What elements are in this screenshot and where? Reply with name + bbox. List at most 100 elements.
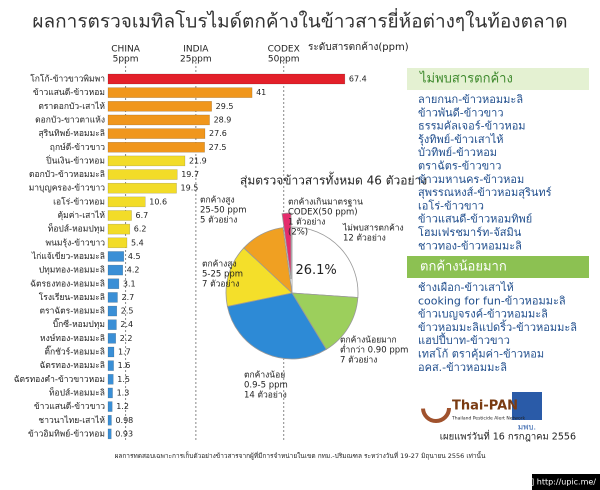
list-item: ข้าวมหานคร-ข้าวหอม [418,173,524,186]
bar [107,319,117,330]
category-label: ตราฉัตร-หอมมะลิ [40,307,106,317]
value-label: 19.7 [181,170,199,179]
category-label: ฉัตรธงทอง-หอมมะลิ [30,279,105,289]
bar [107,346,115,358]
category-label: ท็อปส์-หอมปทุม [48,223,105,235]
bar [107,292,118,303]
value-label: 27.5 [209,143,227,152]
slice-label: 5-25 ppm [202,270,243,280]
category-label: บิ๊กซี-หอมปทุม [53,317,105,330]
bar [107,142,205,153]
value-label: 4.2 [127,266,140,275]
bar [107,155,186,167]
value-label: 6.2 [134,225,147,234]
list-item: ชาวทอง-ข้าวหอมมะลิ [418,239,522,252]
logo-mark [512,392,542,420]
slice-label: ต่ำกว่า 0.90 ppm [340,344,408,356]
list-item: ข้าวแสนดี-ข้าวหอมทิพย์ [418,213,532,226]
value-label: 1.3 [117,388,130,397]
list-item: โฮมเฟรชมาร์ท-จัสมิน [418,225,522,239]
category-label: ท็อปส์-หอมมะลิ [49,386,105,398]
bar [107,223,131,235]
bar [107,251,125,262]
bar [107,387,113,399]
list-item: ข้าวเบญจรงค์-ข้าวหอมมะลิ [418,308,548,321]
value-label: 1.2 [116,402,129,411]
category-label: หงษ์ทอง-หอมมะลิ [40,333,105,344]
bar [107,169,178,180]
slice-label: ตกค้างสูง [202,259,237,270]
value-label: 3.1 [123,279,136,288]
category-label: ฤกษ์ดี-ข้าวขาว [50,142,105,153]
watermark: [960x754] http://upic.me/ [493,478,597,487]
watermark-bg [532,474,600,490]
slice-label: 14 ตัวอย่าง [244,391,287,401]
list-item: แฮปปี้บาท-ข้าวขาว [418,332,510,347]
value-label: 1.7 [118,348,131,357]
category-label: ไก่แจ้เขียว-หอมมะลิ [31,251,105,262]
pie-slice [291,292,359,350]
category-label: ข้าวแสนดี-ข้าวขาว [34,401,105,412]
slice-label: 12 ตัวอย่าง [343,234,386,244]
value-label: 21.9 [189,156,207,165]
value-label: 4.5 [128,252,141,261]
pie-slice [243,227,293,295]
bar [107,210,132,221]
reference-label: INDIA [183,45,209,55]
category-label: ข้าวแสนดี-ข้าวหอม [33,87,105,98]
list-item: อคส.-ข้าวหอมมะลิ [418,361,507,374]
value-label: 2.5 [121,307,134,316]
bar [107,128,206,139]
reference-label: CODEX [268,45,300,55]
category-label: คุ้มค่า-เสาไห้ [57,210,105,221]
category-label: ตราดอกบัว-เสาไห้ [38,101,105,112]
value-label: 0.98 [115,416,133,425]
list-header-bg [407,68,589,90]
list-item: บัวทิพย์-ข้าวหอม [418,146,497,159]
value-label: 1.5 [117,375,130,384]
value-label: 5.4 [131,238,144,247]
bar [107,278,120,289]
bar [107,333,116,344]
bar [107,87,253,98]
list-title: ไม่พบสารตกค้าง [419,71,513,87]
pie-slice [226,292,327,360]
category-label: สุรินทิพย์-หอมมะลิ [38,128,105,139]
category-label: โรงเรียน-หอมมะลิ [39,292,105,303]
list-header-bg [407,256,589,278]
reference-sublabel: 25ppm [180,55,212,65]
list-title: ตกค้างน้อยมาก [420,260,507,275]
category-label: ฉัตรทองคำ-ข้าวขาวหอม [14,374,105,385]
slice-label: ตกค้างน้อย [244,370,285,381]
bar [107,73,346,85]
value-label: 67.4 [349,75,367,84]
bar [107,101,212,112]
slice-label: 7 ตัวอย่าง [340,356,377,366]
slice-label: 25-50 ppm [200,206,246,216]
x-axis-label: ระดับสารตกค้าง(ppm) [308,41,409,53]
slice-label: 5 ตัวอย่าง [200,216,237,226]
bar [107,114,210,126]
slice-label: CODEX(50 ppm) [288,208,358,218]
bar [107,196,146,208]
list-item: สุพรรณหงส์-ข้าวหอมสุรินทร์ [418,186,552,199]
value-label: 6.7 [136,211,149,220]
category-label: ดอกบัว-ข้าวหอมมะลิ [29,169,105,180]
slice-label: (2%) [288,228,308,238]
reference-sublabel: 50ppm [268,55,300,65]
bar [107,401,113,412]
list-item: ตราฉัตร-ข้าวขาว [418,160,502,173]
slice-label: 0.9-5 ppm [244,381,288,391]
slice-label: ตกค้างเกินมาตรฐาน [288,197,363,208]
list-item: ธรรมคัลเจอร์-ข้าวหอม [418,120,526,133]
slice-label: ไม่พบสารตกค้าง [342,223,404,234]
pie-slice [291,226,359,298]
list-item: cooking for fun-ข้าวหอมมะลิ [418,294,566,307]
bar [107,428,112,440]
category-label: ข้าวอิมทิพย์-ข้าวหอม [28,428,105,439]
pie-slice [225,247,293,307]
slice-annotation: 26.1% [295,263,336,278]
logo [421,392,542,423]
logo-name: Thai-PAN [452,399,518,414]
